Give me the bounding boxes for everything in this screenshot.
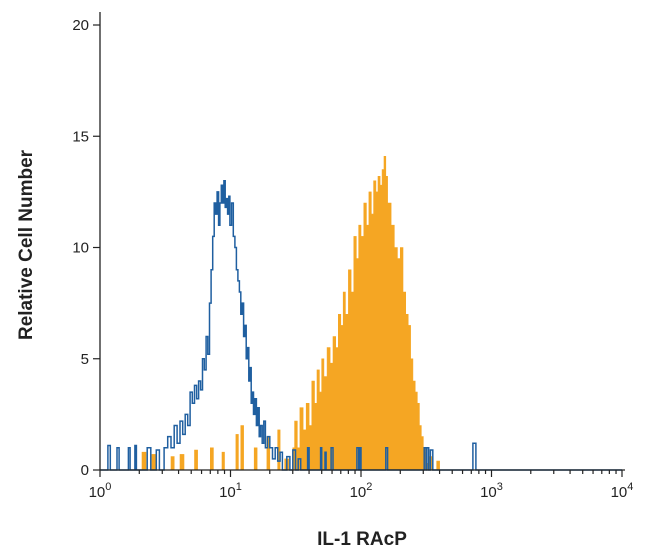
y-axis-ticks: 0 5 10 15 20	[72, 17, 100, 479]
x-tick-label-2: 102	[350, 481, 373, 501]
filled-series-layer	[100, 156, 622, 471]
y-tick-label-1: 5	[81, 351, 89, 368]
x-tick-label-3: 103	[480, 481, 503, 501]
y-tick-label-2: 10	[72, 240, 89, 257]
x-tick-label-0: 100	[89, 481, 112, 501]
series-0-filled-histogram	[100, 156, 622, 471]
y-tick-label-4: 20	[72, 17, 89, 34]
x-axis-title: IL-1 RAcP	[317, 529, 407, 550]
x-axis-ticks: 100 101 102 103 104	[89, 470, 634, 501]
y-axis-title: Relative Cell Number	[16, 149, 37, 340]
x-tick-label-1: 101	[219, 481, 242, 501]
x-tick-label-4: 104	[611, 481, 634, 501]
y-tick-label-3: 15	[72, 128, 89, 145]
axes	[99, 12, 625, 471]
y-tick-label-0: 0	[81, 462, 89, 479]
